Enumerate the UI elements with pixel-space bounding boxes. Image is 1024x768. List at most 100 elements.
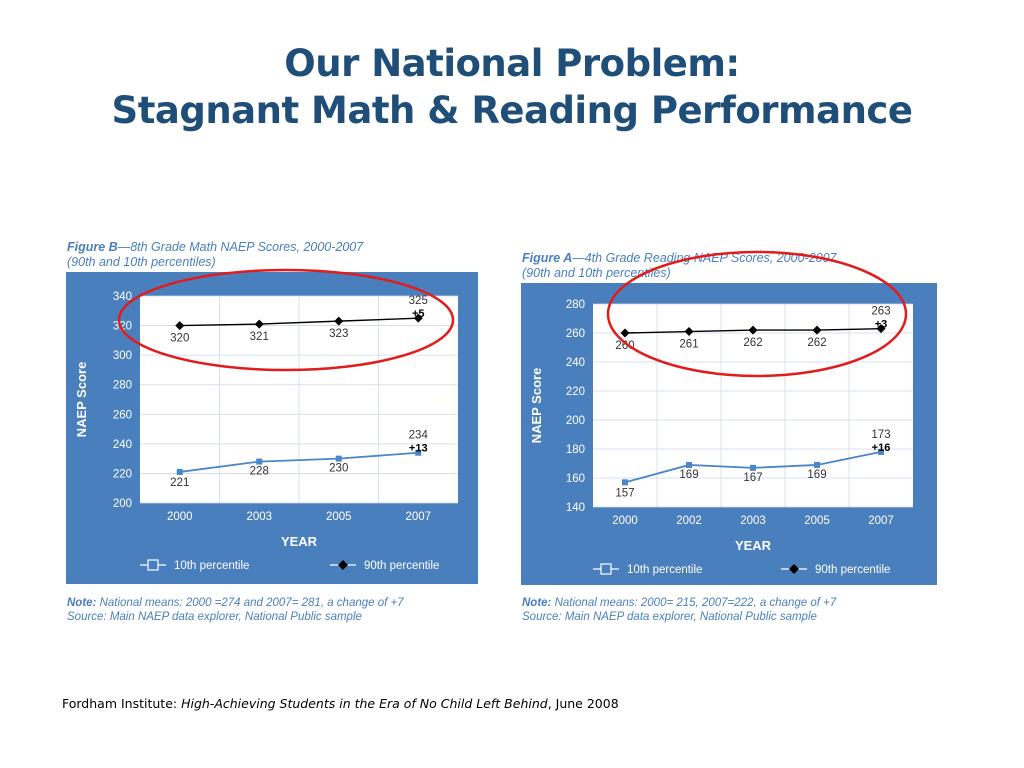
figure-b-point-90th	[413, 313, 423, 323]
slide-title: Our National Problem: Stagnant Math & Re…	[0, 40, 1024, 134]
figure-b-point-10th	[256, 458, 263, 465]
figure-b-change-label: +5	[412, 308, 425, 320]
figure-a-data-label: 169	[807, 469, 826, 481]
figure-a-x-tick-label: 2007	[868, 515, 894, 527]
figure-a-data-label: 260	[615, 340, 634, 352]
figure-b-heading: Figure B—8th Grade Math NAEP Scores, 200…	[67, 240, 363, 270]
figure-a-point-10th	[814, 461, 820, 468]
figure-a-data-label: 157	[615, 487, 634, 499]
figure-a-subtitle: (90th and 10th percentiles)	[522, 266, 671, 280]
figure-b-point-10th	[335, 455, 342, 462]
figure-b-subtitle: (90th and 10th percentiles)	[67, 255, 216, 269]
figure-a-data-label: 262	[807, 337, 826, 349]
figure-b-series-line-90th	[179, 317, 419, 327]
figure-a-change-label: +3	[875, 319, 888, 331]
figure-a-chart: 140 160 180 200 220 240 260 280 2000 2002 2003 2005…	[521, 250, 937, 585]
source-suffix: , June 2008	[547, 696, 619, 711]
figure-b-y-tick-label: 260	[113, 409, 132, 421]
figure-b-data-label: 321	[250, 331, 269, 343]
figure-a-data-label: 169	[679, 469, 698, 481]
figure-a-title: —4th Grade Reading NAEP Scores, 2000-200…	[572, 251, 837, 265]
figure-b-x-tick-label: 2003	[246, 511, 272, 523]
figure-a-x-axis-title: YEAR	[735, 538, 772, 553]
source-citation: Fordham Institute: High-Achieving Studen…	[62, 696, 619, 711]
figure-a-point-90th	[748, 325, 758, 335]
figure-b-y-tick-label: 240	[113, 439, 132, 451]
figure-a-y-tick-label: 280	[566, 299, 585, 311]
figure-a-point-10th	[878, 448, 884, 455]
figure-b-y-axis-title: NAEP Score	[74, 362, 89, 438]
figure-a-label: Figure A	[522, 251, 573, 265]
figure-a-y-tick-label: 140	[566, 502, 585, 514]
figure-a-point-90th	[812, 325, 822, 335]
figure-a-point-90th	[620, 328, 630, 338]
figure-a-x-tick-label: 2000	[612, 515, 638, 527]
figure-b-change-label: +13	[409, 443, 428, 455]
figure-b-legend-label: 10th percentile	[174, 560, 249, 572]
figure-a-legend-label: 10th percentile	[627, 564, 702, 576]
figure-a-note: Note: National means: 2000= 215, 2007=22…	[522, 596, 836, 624]
figure-b-y-tick-label: 220	[113, 468, 132, 480]
figure-b-y-tick-label: 320	[113, 321, 132, 333]
figure-b-x-tick-label: 2000	[167, 511, 193, 523]
figure-b-data-label: 323	[329, 328, 348, 340]
figure-b-y-tick-label: 340	[113, 291, 132, 303]
figure-b-chart: 200 220 240 260 280 300 320 340 2000 2003 2005 2007…	[66, 268, 478, 584]
title-line-1: Our National Problem:	[284, 42, 740, 85]
figure-a-heading: Figure A—4th Grade Reading NAEP Scores, …	[522, 251, 837, 281]
figure-b-title: —8th Grade Math NAEP Scores, 2000-2007	[117, 240, 364, 254]
figure-b-y-tick-label: 280	[113, 380, 132, 392]
figure-a-note-label: Note:	[522, 597, 552, 609]
source-prefix: Fordham Institute:	[62, 696, 182, 711]
figure-a-y-tick-label: 160	[566, 473, 585, 485]
figure-a-y-axis-title: NAEP Score	[529, 368, 544, 444]
figure-b-data-label: 234	[409, 430, 429, 442]
figure-b-point-90th	[175, 321, 185, 331]
figure-b-series-line-10th	[179, 451, 419, 473]
title-line-2: Stagnant Math & Reading Performance	[111, 89, 913, 132]
figure-a-data-label: 261	[679, 339, 698, 351]
figure-a-x-tick-label: 2003	[740, 515, 766, 527]
figure-a-x-tick-label: 2002	[676, 515, 702, 527]
figure-b-point-10th	[415, 449, 422, 456]
figure-a-legend-diamond-marker	[789, 564, 799, 574]
figure-a-legend-label: 90th percentile	[815, 564, 890, 576]
figure-a-point-10th	[622, 479, 628, 486]
figure-a-y-tick-label: 200	[566, 415, 585, 427]
figure-b-point-90th	[334, 316, 344, 326]
figure-b-note-text: National means: 2000 =274 and 2007= 281,…	[96, 597, 404, 609]
figure-a-y-tick-label: 220	[566, 386, 585, 398]
figure-a-y-tick-label: 260	[566, 328, 585, 340]
figure-b-data-label: 320	[170, 333, 189, 345]
figure-a-plot-area	[593, 304, 913, 507]
figure-b-x-axis-title: YEAR	[281, 534, 318, 549]
figure-a-point-10th	[686, 461, 692, 468]
figure-b-note-label: Note:	[67, 597, 97, 609]
figure-a-x-tick-label: 2005	[804, 515, 830, 527]
figure-b-point-90th	[254, 319, 264, 329]
figure-b-y-tick-label: 200	[113, 498, 132, 510]
figure-b-legend-square-marker	[147, 559, 159, 571]
figure-b-point-10th	[176, 468, 183, 475]
figure-a-data-label: 167	[743, 472, 762, 484]
figure-a-point-90th	[684, 327, 694, 337]
figure-a-data-label: 262	[743, 337, 762, 349]
figure-a-y-tick-label: 180	[566, 444, 585, 456]
figure-a-legend-square-marker	[600, 563, 612, 575]
figure-b-note: Note: National means: 2000 =274 and 2007…	[67, 596, 404, 624]
figure-a-point-10th	[750, 464, 756, 471]
figure-b-legend-diamond-marker	[338, 560, 348, 570]
figure-b-legend-label: 90th percentile	[364, 560, 439, 572]
figure-b-data-label: 221	[170, 477, 189, 489]
figure-a-source: Source: Main NAEP data explorer, Nationa…	[522, 611, 817, 623]
figure-b-source: Source: Main NAEP data explorer, Nationa…	[67, 611, 362, 623]
figure-a-highlight-ellipse	[606, 250, 908, 378]
figure-b-data-label: 228	[250, 466, 269, 478]
figure-b-highlight-ellipse	[117, 268, 455, 372]
figure-b-y-tick-label: 300	[113, 350, 132, 362]
source-title: High-Achieving Students in the Era of No…	[181, 696, 548, 711]
figure-a-data-label: 173	[871, 429, 890, 441]
figure-b-x-tick-label: 2007	[405, 511, 431, 523]
figure-a-note-text: National means: 2000= 215, 2007=222, a c…	[551, 597, 837, 609]
figure-b-x-tick-label: 2005	[326, 511, 352, 523]
